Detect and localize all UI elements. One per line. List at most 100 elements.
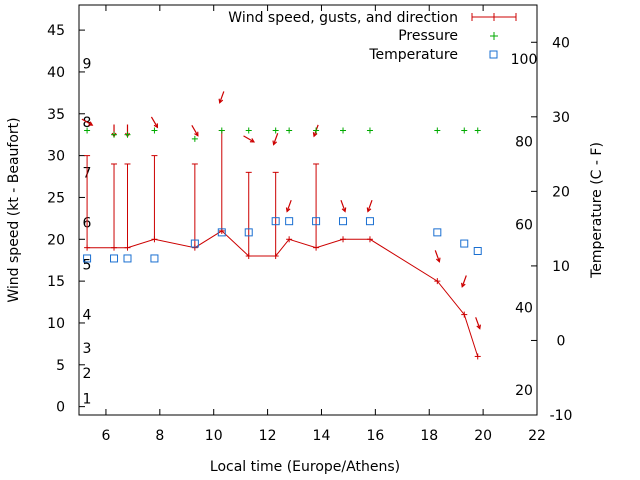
- wind-direction-arrow: [218, 91, 225, 104]
- chart-marks: [81, 91, 482, 360]
- temperature-point: [473, 247, 482, 255]
- temperature-point: [460, 239, 469, 248]
- fahrenheit-label: 80: [515, 135, 533, 151]
- x-tick-label: 20: [474, 428, 492, 444]
- pressure-point: [434, 127, 441, 134]
- temperature-point: [123, 254, 132, 263]
- plot-frame: [78, 4, 538, 416]
- x-tick-label: 8: [155, 428, 164, 444]
- x-tick-label: 16: [366, 428, 384, 444]
- axis-ticks: 6 8 10 12 14 16 18 20 22051015202530354045-10010…: [47, 5, 572, 444]
- y-tick-label-left: 5: [56, 358, 65, 374]
- temperature-point: [365, 217, 374, 226]
- wind-direction-arrow: [150, 116, 159, 129]
- temperature-point: [244, 228, 253, 237]
- x-tick-label: 6: [101, 428, 110, 444]
- y-tick-label-left: 45: [47, 23, 65, 39]
- x-tick-label: 10: [205, 428, 223, 444]
- x-tick-label: 22: [528, 428, 546, 444]
- legend-label-pressure: Pressure: [398, 28, 458, 44]
- y-tick-label-right: 30: [552, 110, 570, 126]
- pressure-point: [461, 127, 468, 134]
- beaufort-label: 4: [83, 308, 92, 324]
- wind-speed-point: [272, 253, 279, 260]
- pressure-point: [151, 127, 158, 134]
- y-tick-label-left: 0: [56, 400, 65, 416]
- y-tick-label-right: 10: [552, 259, 570, 275]
- legend-label-temperature: Temperature: [368, 47, 458, 63]
- beaufort-label: 9: [83, 57, 92, 73]
- pressure-point: [218, 127, 225, 134]
- pressure-point: [313, 127, 320, 134]
- temperature-point: [190, 239, 199, 248]
- temperature-point: [150, 254, 159, 263]
- pressure-point: [84, 127, 91, 134]
- pressure-point: [340, 127, 347, 134]
- pressure-point: [272, 127, 279, 134]
- legend-swatch-temperature: [489, 50, 498, 59]
- beaufort-label: 1: [83, 391, 92, 407]
- temperature-point: [339, 217, 348, 226]
- legend-swatch-pressure: [490, 32, 498, 40]
- fahrenheit-label: 100: [511, 52, 538, 68]
- temperature-point: [217, 228, 226, 237]
- beaufort-label: 3: [83, 341, 92, 357]
- temperature-point: [433, 228, 442, 237]
- wind-speed-point: [286, 236, 293, 243]
- wind-speed-point: [340, 236, 347, 243]
- fahrenheit-label: 40: [515, 300, 533, 316]
- wind-speed-point: [313, 244, 320, 251]
- pressure-point: [286, 127, 293, 134]
- temperature-point: [312, 217, 321, 226]
- y-tick-label-left: 25: [47, 190, 65, 206]
- beaufort-label: 5: [83, 257, 92, 273]
- wind-speed-point: [474, 353, 481, 360]
- temperature-point: [83, 254, 92, 263]
- wind-speed-point: [366, 236, 373, 243]
- wind-direction-arrow: [191, 125, 199, 137]
- wind-speed-point: [434, 278, 441, 285]
- pressure-point: [245, 127, 252, 134]
- y-tick-label-left: 30: [47, 149, 65, 165]
- wind-direction-arrow: [272, 133, 279, 146]
- wind-speed-point: [245, 253, 252, 260]
- wind-speed-point: [124, 244, 131, 251]
- y-tick-label-left: 10: [47, 316, 65, 332]
- fahrenheit-label: 60: [515, 217, 533, 233]
- y-axis-label-left: Wind speed (kt - Beaufort): [6, 117, 22, 302]
- y-tick-label-left: 15: [47, 274, 65, 290]
- wind-speed-point: [191, 244, 198, 251]
- y-tick-label-right: 0: [557, 333, 566, 349]
- wind-direction-arrow: [475, 317, 481, 330]
- wind-direction-arrow: [285, 199, 292, 213]
- wind-speed-point: [111, 244, 118, 251]
- pressure-point: [111, 131, 118, 138]
- pressure-point: [124, 131, 131, 138]
- y-tick-label-right: -10: [550, 408, 573, 424]
- wind-direction-arrow: [366, 199, 373, 213]
- wind-speed-point: [84, 244, 91, 251]
- wind-direction-arrow: [81, 118, 94, 126]
- wind-direction-arrow: [340, 199, 347, 213]
- pressure-point: [474, 127, 481, 134]
- beaufort-label: 8: [83, 115, 92, 131]
- y-tick-label-left: 20: [47, 232, 65, 248]
- wind-speed-point: [461, 311, 468, 318]
- wind-direction-arrow: [461, 275, 467, 288]
- temperature-point: [285, 217, 294, 226]
- y-tick-label-left: 35: [47, 107, 65, 123]
- x-tick-label: 12: [259, 428, 277, 444]
- beaufort-label: 2: [83, 366, 92, 382]
- pressure-point: [366, 127, 373, 134]
- x-tick-label: 14: [313, 428, 331, 444]
- y-tick-label-right: 40: [552, 35, 570, 51]
- y-axis-label-right: Temperature (C - F): [589, 142, 605, 279]
- y-tick-label-right: 20: [552, 184, 570, 200]
- x-tick-label: 18: [420, 428, 438, 444]
- y-tick-label-left: 40: [47, 65, 65, 81]
- temperature-point: [110, 254, 119, 263]
- temperature-point: [271, 217, 280, 226]
- pressure-point: [191, 135, 198, 142]
- legend-label-wind: Wind speed, gusts, and direction: [228, 10, 458, 26]
